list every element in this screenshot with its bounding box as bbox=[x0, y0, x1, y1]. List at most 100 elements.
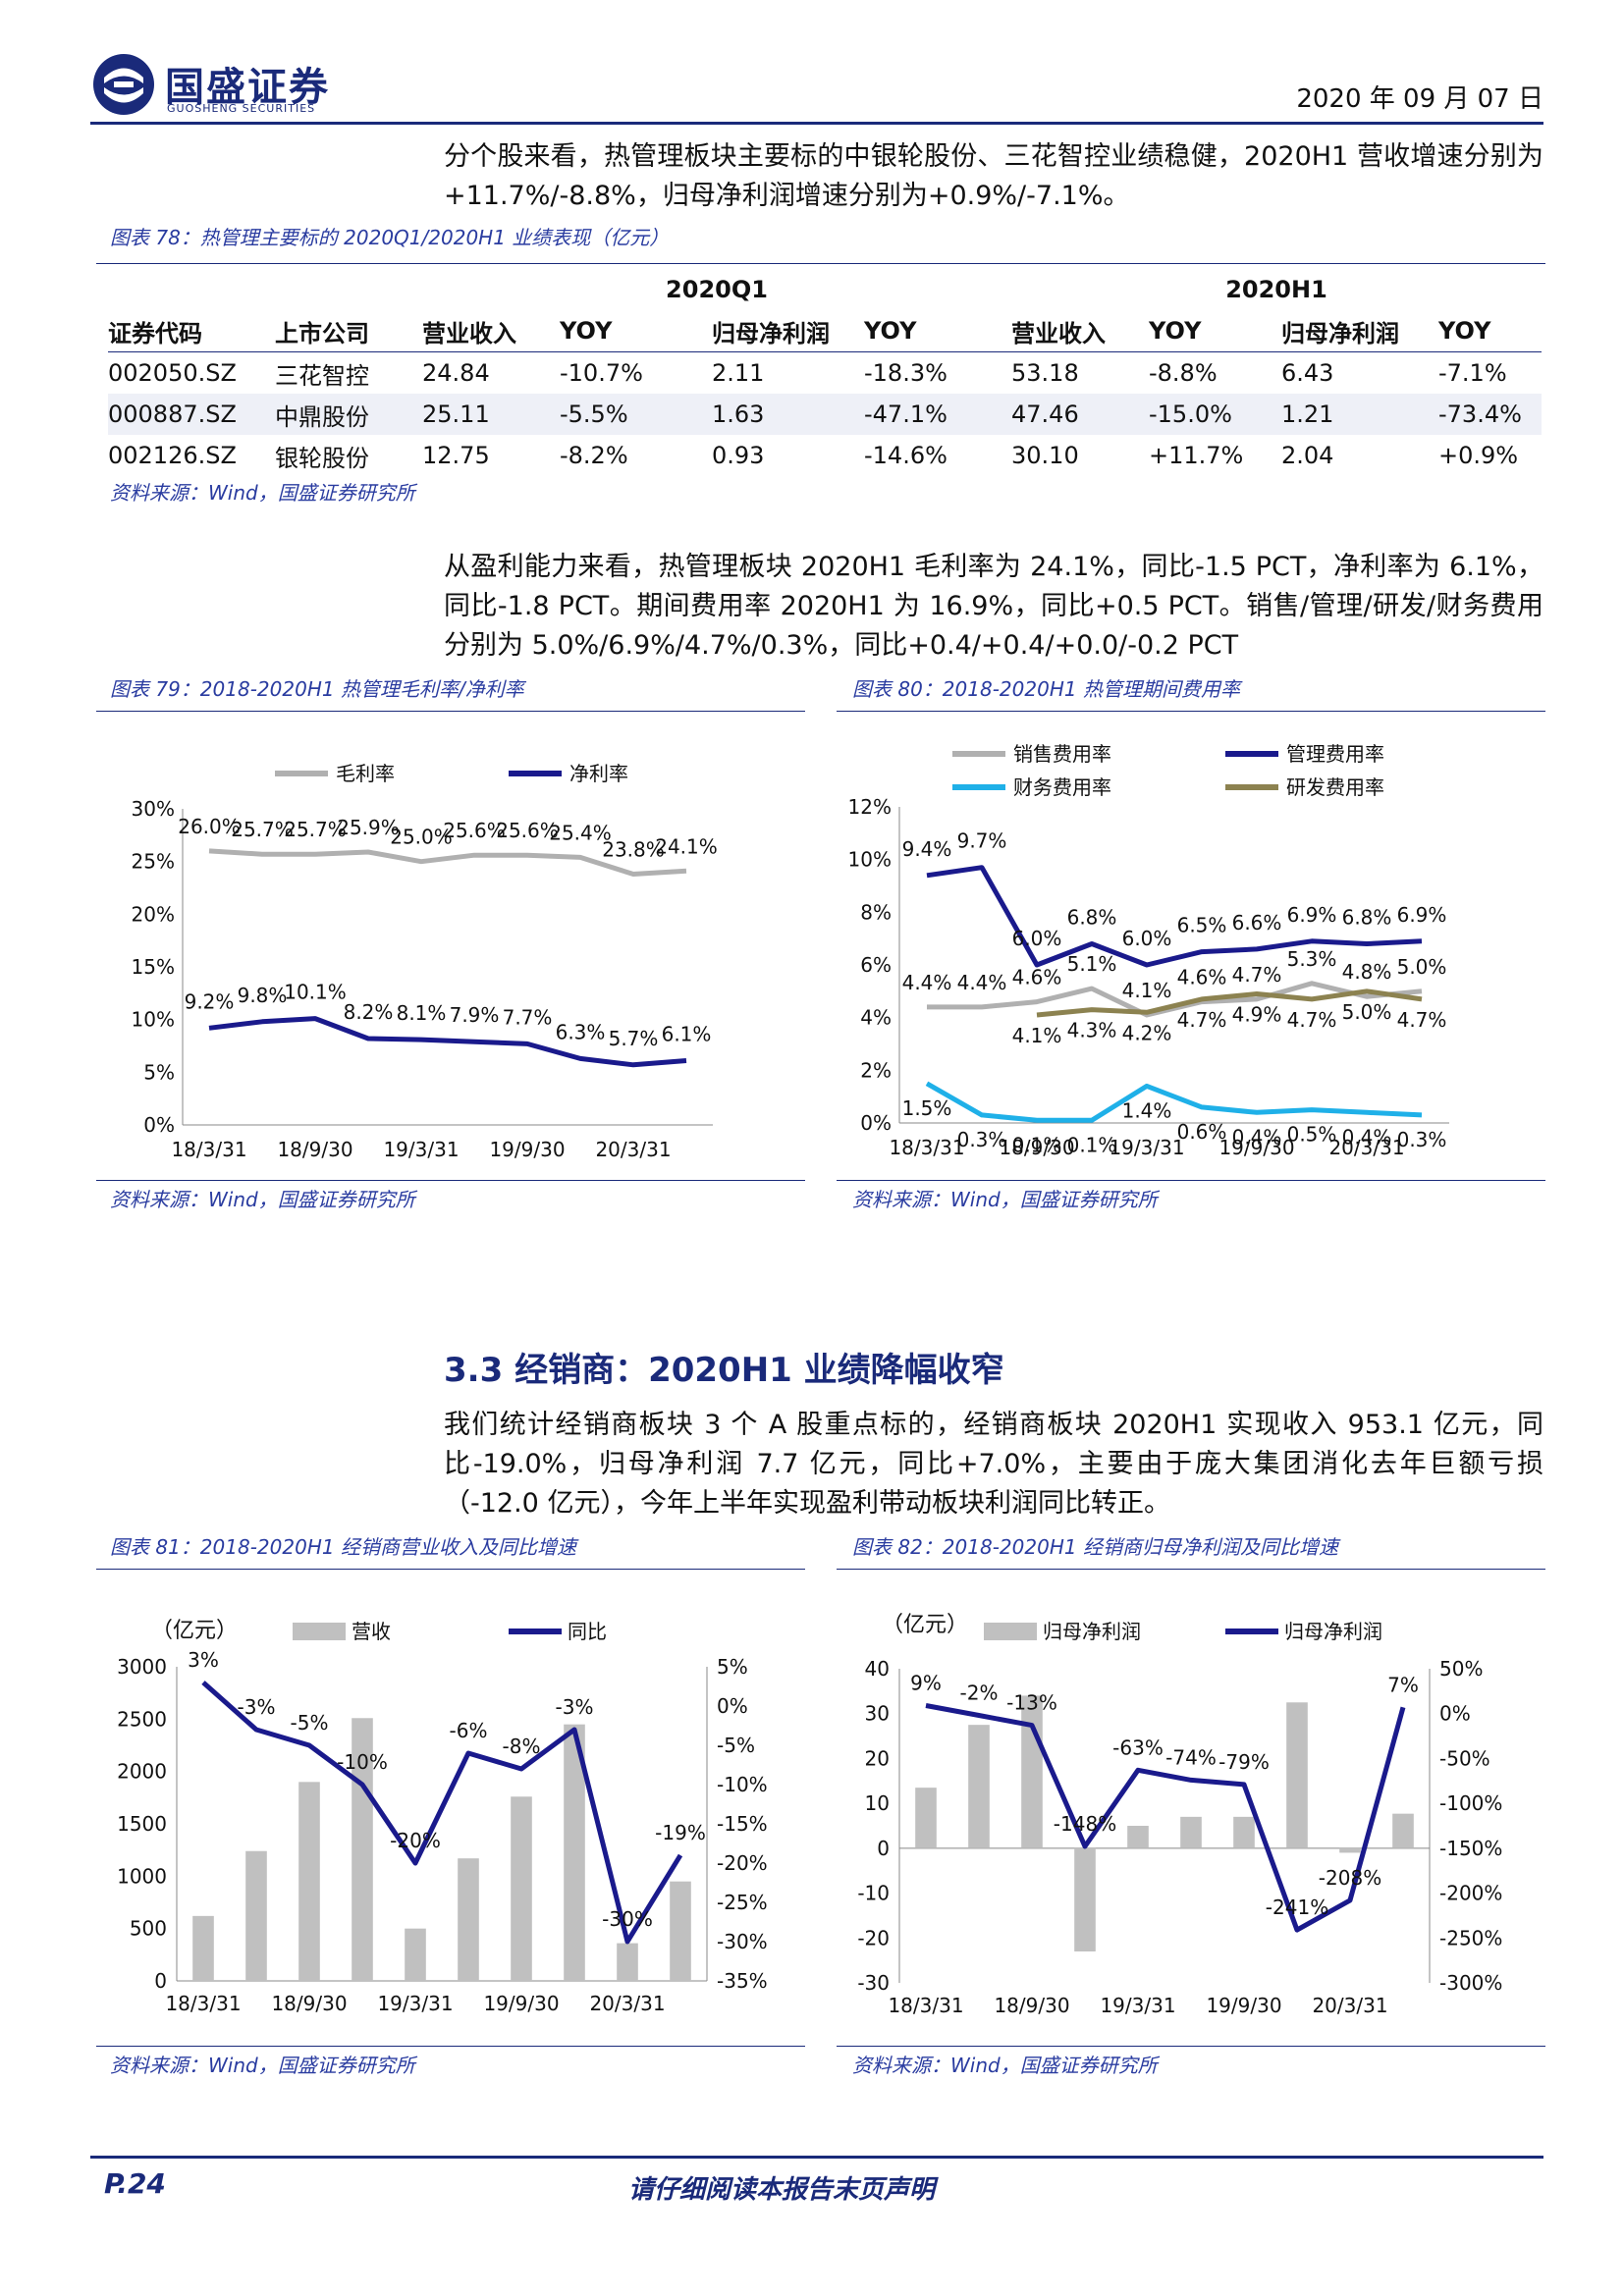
data-label: 6.8% bbox=[1342, 906, 1392, 930]
unit-label: （亿元） bbox=[151, 1619, 238, 1643]
unit-label: （亿元） bbox=[882, 1613, 968, 1637]
y-tick-label: 10% bbox=[848, 848, 892, 872]
legend-label: 管理费用率 bbox=[1286, 742, 1384, 766]
series-line bbox=[926, 865, 1423, 968]
table-cell: 0.93 bbox=[712, 442, 765, 469]
x-tick-label: 20/3/31 bbox=[1328, 1136, 1404, 1159]
x-tick-label: 20/3/31 bbox=[589, 1992, 665, 2015]
column-header: YOY bbox=[560, 310, 712, 352]
data-label: 8.2% bbox=[344, 1000, 394, 1024]
x-tick-label: 19/9/30 bbox=[1206, 1994, 1281, 2017]
bar bbox=[1074, 1847, 1096, 1951]
data-label: 9.4% bbox=[902, 837, 952, 861]
y-left-tick-label: -20 bbox=[857, 1926, 890, 1949]
data-label: -6% bbox=[450, 1719, 488, 1742]
y-tick-label: 25% bbox=[132, 850, 175, 874]
data-label: 26.0% bbox=[178, 815, 241, 838]
y-left-tick-label: 0 bbox=[877, 1837, 890, 1860]
section-title: 3.3 经销商：2020H1 业绩降幅收窄 bbox=[444, 1351, 1004, 1390]
fig78-caption: 图表 78：热管理主要标的 2020Q1/2020H1 业绩表现（亿元） bbox=[110, 226, 670, 249]
y-tick-label: 30% bbox=[132, 797, 175, 821]
y-right-tick-label: -250% bbox=[1439, 1926, 1502, 1949]
column-header: 营业收入 bbox=[422, 310, 560, 352]
legend-label: 归母净利润 bbox=[1284, 1620, 1382, 1643]
data-label: 4.1% bbox=[1122, 979, 1172, 1002]
page-number: P.24 bbox=[104, 2167, 166, 2200]
fig80-bottom-rule bbox=[837, 1180, 1545, 1181]
data-label: 4.7% bbox=[1287, 1008, 1337, 1032]
fig79-chart: 0% 5% 10% 15% 20% 25% 30% 18/3/31 18/9/30 19/3/31… bbox=[132, 762, 718, 1161]
x-tick-label: 18/9/30 bbox=[277, 1138, 352, 1161]
table-cell: 1.63 bbox=[712, 394, 864, 435]
paragraph-3: 我们统计经销商板块 3 个 A 股重点标的，经销商板块 2020H1 实现收入 … bbox=[444, 1410, 1543, 1519]
legend-label: 财务费用率 bbox=[1013, 775, 1111, 799]
legend-label: 同比 bbox=[568, 1620, 607, 1643]
y-left-tick-label: 3000 bbox=[117, 1655, 167, 1679]
y-left-tick-label: -30 bbox=[857, 1971, 890, 1995]
data-label: 4.4% bbox=[902, 971, 952, 994]
bar bbox=[1021, 1695, 1043, 1848]
y-tick-label: 12% bbox=[848, 795, 892, 819]
bar bbox=[1286, 1702, 1308, 1848]
fig81-chart: 0 500 1000 1500 2000 2500 3000 -35% -30% -25% -20%… bbox=[117, 1619, 768, 2015]
data-label: 0.1% bbox=[1067, 1133, 1117, 1156]
data-label: 4.2% bbox=[1122, 1021, 1172, 1044]
series-line bbox=[927, 981, 1423, 1018]
y-right-tick-label: -50% bbox=[1439, 1746, 1490, 1770]
legend-swatch bbox=[293, 1623, 346, 1640]
bar bbox=[405, 1928, 426, 1981]
y-tick-label: 20% bbox=[132, 902, 175, 926]
series-line bbox=[925, 1081, 1423, 1123]
y-tick-label: 6% bbox=[860, 953, 892, 977]
header-rule bbox=[90, 122, 1543, 125]
table-cell: 002126.SZ bbox=[108, 442, 237, 469]
data-label: 6.6% bbox=[1232, 911, 1282, 934]
brand-subtitle: GUOSHENG SECURITIES bbox=[167, 102, 316, 115]
data-label: 6.0% bbox=[1012, 927, 1062, 950]
fig81-top-rule bbox=[96, 1569, 805, 1570]
data-label: 6.0% bbox=[1122, 927, 1172, 950]
bar bbox=[245, 1850, 267, 1981]
y-left-tick-label: 0 bbox=[154, 1969, 167, 1993]
x-tick-label: 19/3/31 bbox=[1109, 1136, 1184, 1159]
y-right-tick-label: -300% bbox=[1439, 1971, 1502, 1995]
fig81-caption: 图表 81：2018-2020H1 经销商营业收入及同比增速 bbox=[110, 1535, 576, 1559]
y-tick-label: 8% bbox=[860, 900, 892, 924]
table-cell: 24.84 bbox=[422, 359, 490, 387]
legend-label: 归母净利润 bbox=[1043, 1620, 1141, 1643]
column-header: 上市公司 bbox=[275, 310, 422, 352]
bar bbox=[1127, 1826, 1149, 1848]
x-tick-label: 19/3/31 bbox=[383, 1138, 459, 1161]
table-cell: 2.04 bbox=[1281, 442, 1334, 469]
paragraph-2: 从盈利能力来看，热管理板块 2020H1 毛利率为 24.1%，同比-1.5 P… bbox=[444, 552, 1543, 661]
table-cell: 000887.SZ bbox=[108, 394, 275, 435]
data-label: 0.4% bbox=[1232, 1125, 1282, 1148]
bar bbox=[192, 1915, 214, 1981]
data-label: 24.1% bbox=[655, 834, 718, 858]
bar bbox=[458, 1858, 479, 1981]
legend-label: 销售费用率 bbox=[1013, 742, 1111, 766]
series-line bbox=[1036, 988, 1423, 1018]
y-right-tick-label: -25% bbox=[717, 1891, 768, 1914]
data-label: -13% bbox=[1006, 1691, 1057, 1715]
y-left-tick-label: 40 bbox=[865, 1657, 890, 1681]
y-tick-label: 4% bbox=[860, 1006, 892, 1030]
data-label: 5.0% bbox=[1397, 955, 1447, 979]
fig81-bottom-rule bbox=[96, 2046, 805, 2047]
x-tick-label: 18/9/30 bbox=[271, 1992, 347, 2015]
y-left-tick-label: 2500 bbox=[117, 1707, 167, 1731]
series-line bbox=[208, 1016, 687, 1068]
bar bbox=[298, 1782, 320, 1981]
data-label: -208% bbox=[1319, 1866, 1381, 1890]
y-right-tick-label: -200% bbox=[1439, 1882, 1502, 1905]
y-right-tick-label: 5% bbox=[717, 1655, 748, 1679]
table-cell: -47.1% bbox=[864, 394, 1011, 435]
data-label: -2% bbox=[960, 1682, 999, 1705]
fig78-source: 资料来源：Wind，国盛证券研究所 bbox=[110, 481, 415, 505]
table-cell: -15.0% bbox=[1149, 394, 1281, 435]
y-left-tick-label: 1500 bbox=[117, 1812, 167, 1836]
data-label: 4.6% bbox=[1012, 966, 1062, 989]
table-cell: -10.7% bbox=[560, 359, 643, 387]
y-tick-label: 0% bbox=[143, 1113, 175, 1137]
data-label: 23.8% bbox=[602, 838, 665, 862]
